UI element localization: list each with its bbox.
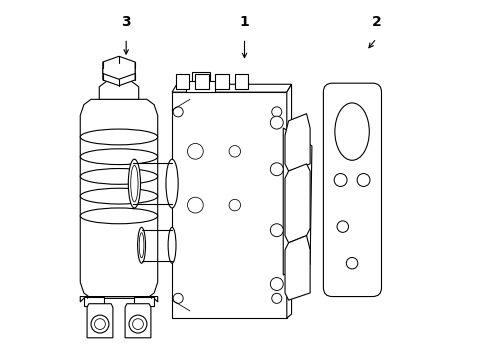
Ellipse shape bbox=[271, 107, 281, 117]
Ellipse shape bbox=[128, 159, 140, 208]
Ellipse shape bbox=[270, 116, 283, 129]
Polygon shape bbox=[172, 92, 286, 318]
Polygon shape bbox=[234, 74, 248, 89]
Polygon shape bbox=[195, 74, 208, 89]
Ellipse shape bbox=[270, 224, 283, 237]
Ellipse shape bbox=[80, 208, 158, 224]
Ellipse shape bbox=[129, 315, 147, 333]
Ellipse shape bbox=[187, 197, 203, 213]
Polygon shape bbox=[285, 114, 309, 171]
Ellipse shape bbox=[168, 227, 176, 263]
Text: 2: 2 bbox=[371, 15, 381, 29]
Polygon shape bbox=[186, 81, 215, 92]
Ellipse shape bbox=[165, 159, 178, 208]
Polygon shape bbox=[215, 74, 228, 89]
Ellipse shape bbox=[173, 107, 183, 117]
Polygon shape bbox=[80, 99, 158, 298]
Ellipse shape bbox=[271, 293, 281, 303]
Polygon shape bbox=[285, 235, 309, 300]
Polygon shape bbox=[175, 74, 189, 89]
Polygon shape bbox=[125, 304, 151, 338]
Ellipse shape bbox=[80, 168, 158, 184]
Text: 3: 3 bbox=[121, 15, 131, 29]
Ellipse shape bbox=[228, 199, 240, 211]
Polygon shape bbox=[87, 304, 113, 338]
Ellipse shape bbox=[80, 129, 158, 145]
Polygon shape bbox=[102, 63, 135, 86]
FancyBboxPatch shape bbox=[323, 83, 381, 297]
Ellipse shape bbox=[270, 163, 283, 176]
Ellipse shape bbox=[80, 149, 158, 165]
Text: 1: 1 bbox=[239, 15, 249, 29]
Ellipse shape bbox=[187, 143, 203, 159]
Ellipse shape bbox=[270, 278, 283, 291]
Ellipse shape bbox=[173, 293, 183, 303]
Polygon shape bbox=[80, 297, 158, 302]
Polygon shape bbox=[83, 297, 103, 306]
Ellipse shape bbox=[228, 145, 240, 157]
Polygon shape bbox=[172, 84, 291, 92]
Polygon shape bbox=[99, 81, 139, 99]
Polygon shape bbox=[283, 128, 311, 275]
Ellipse shape bbox=[91, 315, 109, 333]
Polygon shape bbox=[134, 297, 154, 306]
Polygon shape bbox=[286, 84, 291, 318]
Ellipse shape bbox=[80, 188, 158, 204]
Polygon shape bbox=[285, 164, 309, 243]
Ellipse shape bbox=[137, 227, 145, 263]
Polygon shape bbox=[191, 72, 209, 81]
Polygon shape bbox=[102, 56, 135, 79]
